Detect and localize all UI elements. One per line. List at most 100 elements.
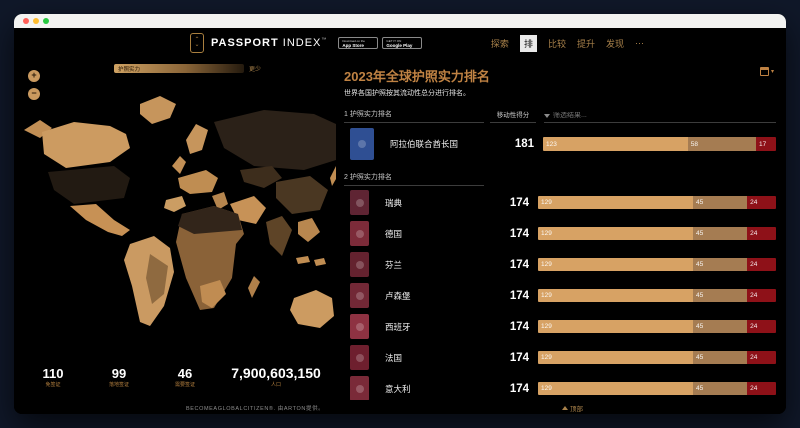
bar-segment-visa_required: 24 [747,320,776,333]
rank-group-2-rows: 瑞典 174 129 45 24 德国 174 129 45 24 芬兰 174 129… [344,187,776,400]
filter-field[interactable] [544,112,776,123]
map-stat: 46 需要签证 [152,367,218,388]
google-play-tagline: GET IT ON [386,38,402,43]
app-header: ⌃ ⌄ PASSPORT INDEX™ Download on the App S… [14,28,786,58]
mobility-bar: 129 45 24 [538,382,776,395]
year-selector[interactable]: ▾ [759,67,774,76]
bar-segment-visa_free: 129 [538,351,694,364]
passport-thumbnail [350,221,369,246]
ranking-panel: 2023年全球护照实力排名 世界各国护照按其流动性总分进行排名。 ▾ 1 护照实… [336,58,786,400]
bar-segment-visa_required: 17 [755,137,776,151]
mobility-bar: 129 45 24 [538,351,776,364]
bar-segment-visa_free: 129 [538,289,694,302]
rank-row[interactable]: 法国 174 129 45 24 [344,342,776,373]
country-name: 瑞典 [385,197,403,208]
app-store-badge[interactable]: Download on the App Store [338,37,379,49]
rank-row[interactable]: 芬兰 174 129 45 24 [344,249,776,280]
close-window-button[interactable] [23,18,29,24]
bar-segment-visa_on_arrival: 58 [687,137,756,151]
bar-segment-visa_required: 24 [747,196,776,209]
map-stat: 99 落地签证 [86,367,152,388]
nav: 探索排比较 提升 发现 ⋯ [490,34,644,52]
filter-input[interactable] [553,112,776,119]
rank-column-header[interactable]: 1 护照实力排名 [344,109,484,123]
logo[interactable]: ⌃ ⌄ PASSPORT INDEX™ Download on the App S… [190,33,423,53]
zoom-out-button[interactable]: − [28,88,40,100]
legend-label: 护照实力 [118,66,141,73]
stat-value: 7,900,603,150 [231,365,321,381]
minimize-window-button[interactable] [33,18,39,24]
nav-item-explore[interactable]: 探索 [490,38,509,49]
map-stat: 7,900,603,150 人口 [218,365,334,388]
browser-window: ⌃ ⌄ PASSPORT INDEX™ Download on the App S… [14,14,786,414]
main-content: + − 护照实力 更少 110 免签证 99 落地签证 46 需要签证 7,900,603,… [14,58,786,400]
nav-item-rank[interactable]: 排 [519,34,537,52]
rank-row[interactable]: 阿拉伯联合酋长国 181 123 58 17 [344,123,776,165]
stat-label: 落地签证 [108,382,129,388]
world-map-panel: + − 护照实力 更少 110 免签证 99 落地签证 46 需要签证 7,900,603,… [14,58,336,400]
bar-segment-visa_required: 24 [747,227,776,240]
zoom-in-button[interactable]: + [28,70,40,82]
passport-thumbnail [350,376,369,400]
page-subtitle: 世界各国护照按其流动性总分进行排名。 [344,90,470,97]
mobility-bar: 129 45 24 [538,227,776,240]
rank-row[interactable]: 德国 174 129 45 24 [344,218,776,249]
bar-segment-visa_free: 129 [538,320,694,333]
passport-thumbnail [350,190,369,215]
mobility-score: 174 [509,258,529,271]
rank-row[interactable]: 西班牙 174 129 45 24 [344,311,776,342]
country-name: 芬兰 [385,259,403,270]
rank-row[interactable]: 瑞典 174 129 45 24 [344,187,776,218]
mobility-score: 174 [509,289,529,302]
back-to-top-button[interactable]: 顶部 [562,403,583,413]
stat-label: 需要签证 [174,382,195,388]
google-play-label: Google Play [386,42,413,48]
bar-segment-visa_on_arrival: 45 [693,320,748,333]
app-badges: Download on the App Store GET IT ON Goog… [338,37,423,49]
page-footer: BECOMEAGLOBALCITIZEN®. 由ARTON提供。 顶部 [14,400,786,414]
mobility-score: 181 [514,138,534,150]
bar-segment-visa_free: 123 [543,137,688,151]
stat-value: 99 [111,366,127,381]
rank-row[interactable]: 卢森堡 174 129 45 24 [344,280,776,311]
page-title: 2023年全球护照实力排名 [344,69,490,84]
legend-gradient[interactable]: 护照实力 [114,64,244,73]
mobility-score: 174 [509,196,529,209]
mobility-bar: 123 58 17 [543,137,776,151]
app-store-tagline: Download on the [342,38,365,43]
stat-label: 人口 [270,382,281,388]
window-titlebar [14,14,786,28]
bar-segment-visa_on_arrival: 45 [693,382,748,395]
rank-group-2-header[interactable]: 2 护照实力排名 [344,165,484,186]
map-legend: 护照实力 更少 [114,64,261,73]
bar-segment-visa_free: 129 [538,196,694,209]
bar-segment-visa_free: 129 [538,382,694,395]
map-stats: 110 免签证 99 落地签证 46 需要签证 7,900,603,150 人口 [20,362,334,392]
nav-item-more[interactable]: ⋯ [635,37,644,48]
arrow-up-icon [562,406,568,410]
mobility-bar: 129 45 24 [538,196,776,209]
world-map[interactable] [14,58,336,400]
passport-logo-icon: ⌃ ⌄ [190,33,204,53]
nav-item-discover[interactable]: 发现 [605,38,624,49]
nav-item-compare[interactable]: 比较 [547,38,566,49]
bar-segment-visa_on_arrival: 45 [693,351,748,364]
mobility-bar: 129 45 24 [538,320,776,333]
stat-value: 110 [42,366,64,381]
score-column-header[interactable]: 移动性得分 [490,112,536,123]
google-play-badge[interactable]: GET IT ON Google Play [382,37,423,49]
column-headers: 1 护照实力排名 移动性得分 [344,109,776,123]
nav-item-improve[interactable]: 提升 [576,38,595,49]
rank-group-1-rows: 阿拉伯联合酋长国 181 123 58 17 [344,123,776,165]
map-zoom-controls: + − [28,70,40,100]
bar-segment-visa_required: 24 [747,258,776,271]
bar-segment-visa_required: 24 [747,289,776,302]
rank-row[interactable]: 意大利 174 129 45 24 [344,373,776,400]
filter-icon [544,113,550,118]
legend-right-label: 更少 [249,67,262,73]
maximize-window-button[interactable] [43,18,49,24]
bar-segment-visa_on_arrival: 45 [693,196,748,209]
bar-segment-visa_on_arrival: 45 [693,289,748,302]
bar-segment-visa_on_arrival: 45 [693,227,748,240]
mobility-bar: 129 45 24 [538,258,776,271]
